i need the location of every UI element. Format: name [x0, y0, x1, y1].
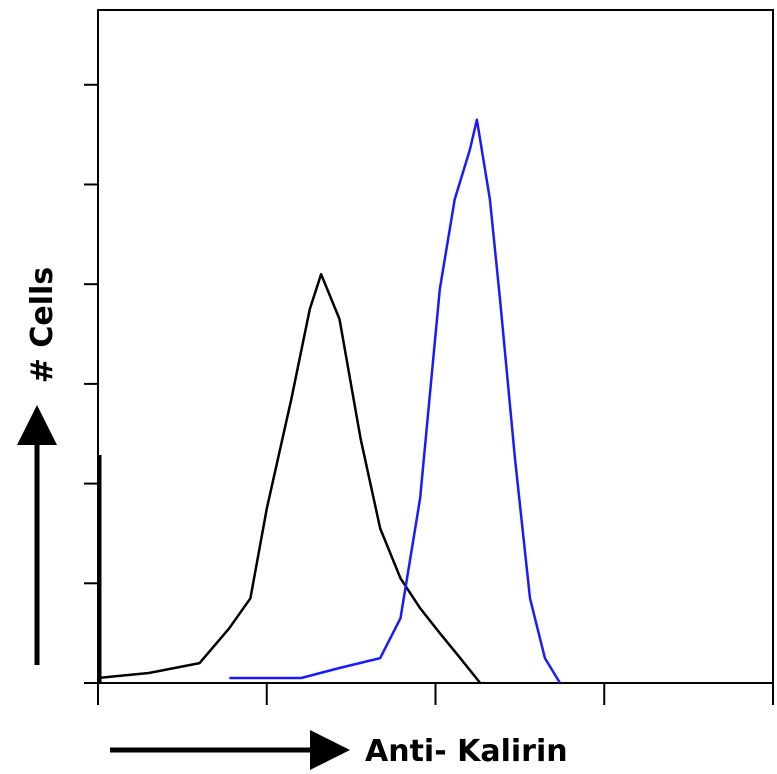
x-axis-label: Anti- Kalirin	[365, 734, 568, 769]
histogram-line	[97, 272, 482, 684]
plot-area	[84, 83, 774, 705]
y-axis-label: # Cells	[25, 267, 60, 383]
histogram-line	[229, 118, 562, 684]
